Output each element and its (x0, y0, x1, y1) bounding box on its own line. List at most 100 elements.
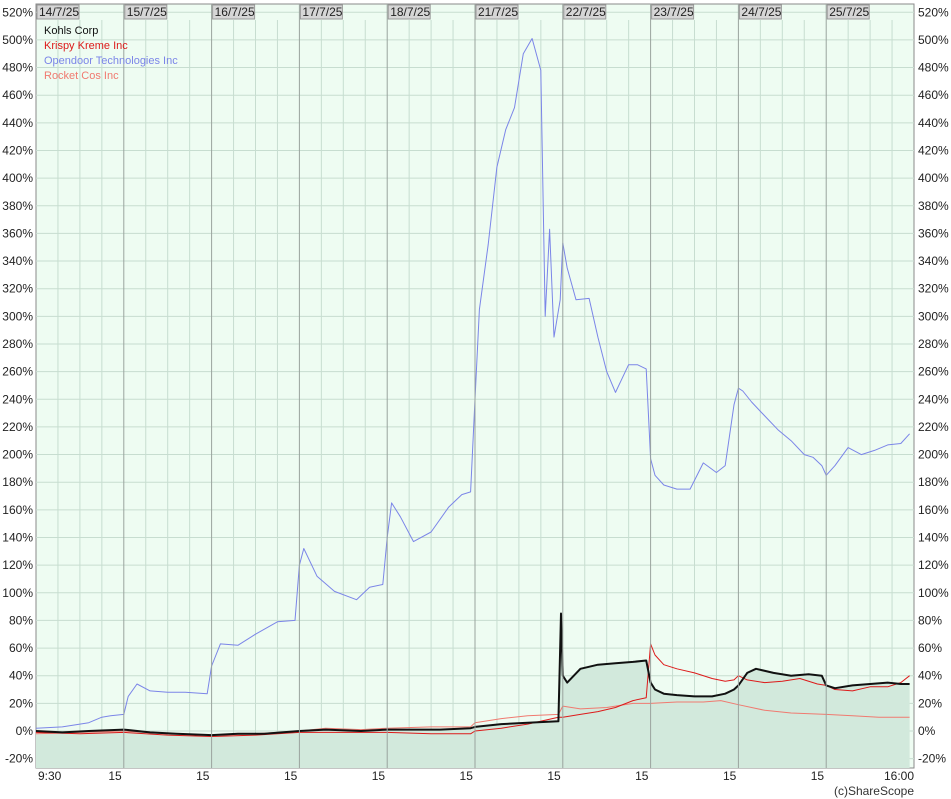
day-tab (738, 4, 782, 20)
y-tick-label: 240% (2, 392, 33, 406)
day-label: 14/7/25 (39, 5, 79, 19)
y-tick-label: -20% (918, 752, 946, 766)
y-tick-label: 460% (918, 88, 949, 102)
day-tab (387, 4, 431, 20)
x-tick-label: 15 (196, 769, 210, 783)
y-tick-label: 40% (9, 669, 33, 683)
day-label: 22/7/25 (566, 5, 606, 19)
y-tick-label: 200% (918, 448, 949, 462)
y-tick-label: 440% (2, 116, 33, 130)
y-tick-label: 320% (2, 282, 33, 296)
day-tab (826, 4, 870, 20)
y-tick-label: 380% (918, 199, 949, 213)
y-tick-label: 380% (2, 199, 33, 213)
x-tick-label: 15 (108, 769, 122, 783)
series-line-opendoor-technologies-inc (35, 38, 910, 729)
x-tick-label: 15 (284, 769, 298, 783)
y-tick-label: 360% (2, 226, 33, 240)
y-tick-label: 420% (2, 143, 33, 157)
y-tick-label: 400% (2, 171, 33, 185)
y-tick-label: 340% (2, 254, 33, 268)
y-tick-label: 140% (2, 530, 33, 544)
x-tick-label: 15 (547, 769, 561, 783)
day-label: 24/7/25 (741, 5, 781, 19)
series-line-kohls-corp (35, 612, 910, 737)
y-tick-label: 460% (2, 88, 33, 102)
y-tick-label: 480% (918, 61, 949, 75)
legend-entry: Opendoor Technologies Inc (44, 55, 178, 67)
y-tick-label: 180% (918, 475, 949, 489)
x-tick-label: 15 (723, 769, 737, 783)
y-tick-label: 20% (918, 696, 942, 710)
y-tick-label: 60% (918, 641, 942, 655)
y-tick-label: 140% (918, 530, 949, 544)
y-tick-label: 520% (918, 5, 949, 19)
y-tick-label: 120% (2, 558, 33, 572)
y-tick-label: 0% (16, 724, 34, 738)
x-tick-label: 15 (372, 769, 386, 783)
y-tick-label: 100% (918, 586, 949, 600)
y-tick-label: 520% (2, 5, 33, 19)
kohls-area-fill (36, 613, 910, 768)
series-lines (35, 38, 910, 737)
day-tab (124, 4, 168, 20)
credit-text: (c)ShareScope (834, 784, 914, 798)
y-tick-label: 440% (918, 116, 949, 130)
y-axis-left: -20% 0% 20% 40% 60% 80% 100% 120% 140% 160% 180% 20… (2, 5, 33, 765)
y-tick-label: 240% (918, 392, 949, 406)
legend-entry: Krispy Kreme Inc (44, 40, 128, 52)
x-tick-label: 15 (460, 769, 474, 783)
legend: Kohls Corp Krispy Kreme Inc Opendoor Techn… (44, 25, 178, 82)
y-tick-label: 280% (918, 337, 949, 351)
day-label: 25/7/25 (829, 5, 869, 19)
day-tab (36, 4, 80, 20)
day-tab (475, 4, 519, 20)
y-tick-label: 220% (918, 420, 949, 434)
y-tick-label: 160% (2, 503, 33, 517)
y-tick-label: 420% (918, 143, 949, 157)
y-tick-label: 0% (918, 724, 936, 738)
y-axis-right: -20% 0% 20% 40% 60% 80% 100% 120% 140% 160% 180% 20… (918, 5, 949, 765)
y-tick-label: 260% (918, 365, 949, 379)
y-tick-label: 120% (918, 558, 949, 572)
legend-entry: Kohls Corp (44, 25, 98, 37)
day-labels: 14/7/25 15/7/25 16/7/25 17/7/25 18/7/25 21/7/… (36, 4, 870, 20)
day-label: 23/7/25 (654, 5, 694, 19)
y-tick-label: 480% (2, 61, 33, 75)
y-tick-label: -20% (5, 752, 33, 766)
y-tick-label: 60% (9, 641, 33, 655)
y-tick-label: 20% (9, 696, 33, 710)
x-tick-label: 15 (811, 769, 825, 783)
day-tab (299, 4, 343, 20)
y-tick-label: 180% (2, 475, 33, 489)
day-tab (651, 4, 695, 20)
y-tick-label: 360% (918, 226, 949, 240)
legend-entry: Rocket Cos Inc (44, 70, 119, 82)
day-label: 18/7/25 (390, 5, 430, 19)
x-tick-label: 16:00 (884, 769, 914, 783)
y-tick-label: 260% (2, 365, 33, 379)
day-tab (212, 4, 256, 20)
y-tick-label: 160% (918, 503, 949, 517)
y-tick-label: 400% (918, 171, 949, 185)
y-tick-label: 100% (2, 586, 33, 600)
y-tick-label: 220% (2, 420, 33, 434)
y-tick-label: 300% (918, 309, 949, 323)
y-tick-label: 280% (2, 337, 33, 351)
y-tick-label: 80% (918, 613, 942, 627)
y-tick-label: 40% (918, 669, 942, 683)
y-tick-label: 500% (2, 33, 33, 47)
y-tick-label: 200% (2, 448, 33, 462)
day-tab (563, 4, 607, 20)
y-tick-label: 320% (918, 282, 949, 296)
day-label: 17/7/25 (302, 5, 342, 19)
y-tick-label: 340% (918, 254, 949, 268)
y-tick-label: 500% (918, 33, 949, 47)
x-axis: 9:30 15 15 15 15 15 15 15 15 15 16:00 (38, 769, 914, 783)
y-tick-label: 300% (2, 309, 33, 323)
x-tick-label: 15 (635, 769, 649, 783)
x-tick-label: 9:30 (38, 769, 62, 783)
y-tick-label: 80% (9, 613, 33, 627)
day-label: 16/7/25 (215, 5, 255, 19)
